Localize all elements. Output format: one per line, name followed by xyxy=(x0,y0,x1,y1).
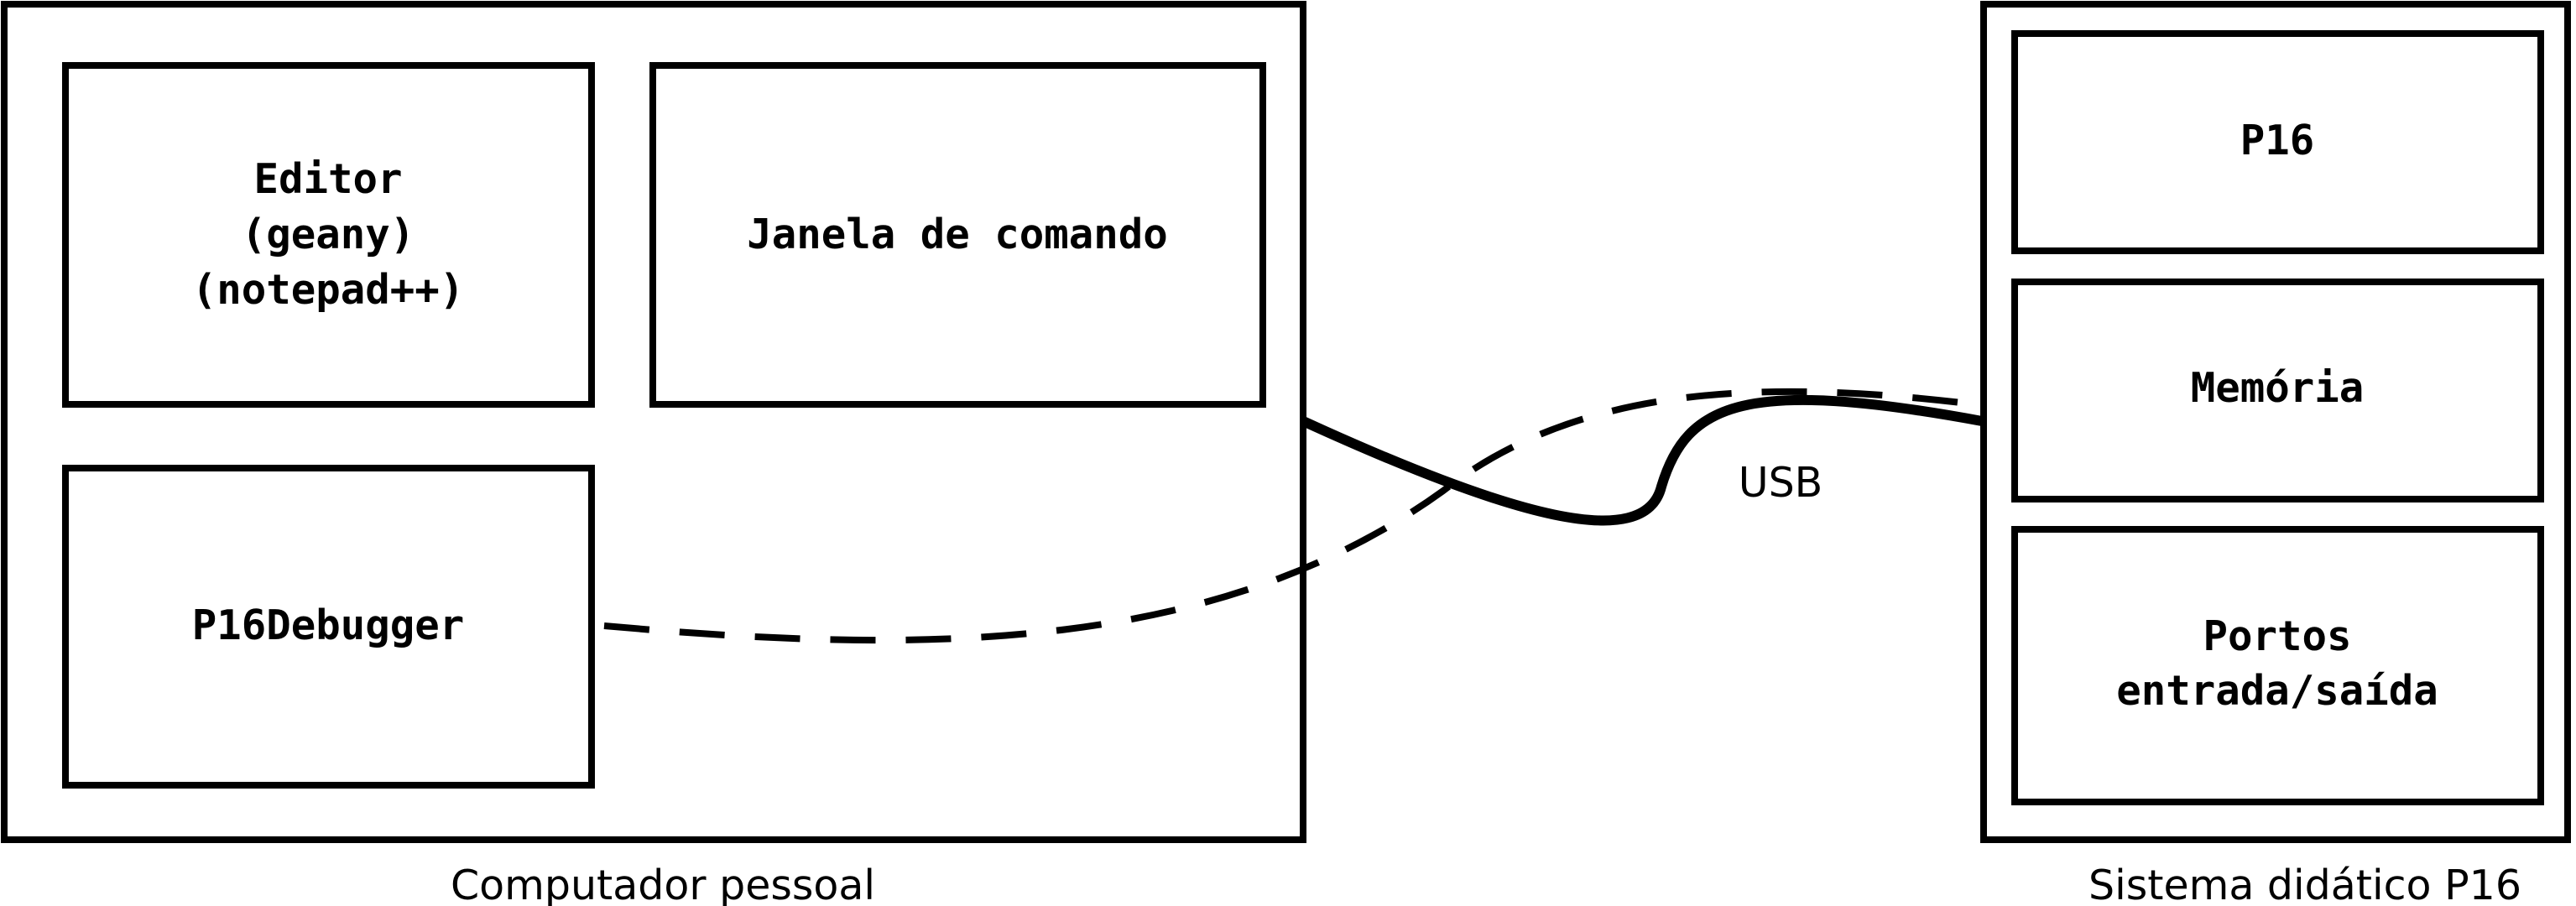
io-ports-label: Portos xyxy=(2203,612,2351,660)
editor-notepad-label: (notepad++) xyxy=(192,266,465,314)
memory-block: Memória xyxy=(2011,279,2544,502)
editor-geany-label: (geany) xyxy=(242,211,415,258)
usb-cable xyxy=(1301,394,1984,526)
memory-label: Memória xyxy=(2191,364,2365,412)
cpu-box xyxy=(2011,30,2544,254)
debugger-link-dashed-line xyxy=(603,388,1983,644)
io-ports-box xyxy=(2011,526,2544,805)
command-window-box xyxy=(649,62,1266,408)
debugger-label: P16Debugger xyxy=(192,601,465,649)
editor-label: Editor xyxy=(253,155,402,203)
editor-block: Editor (geany) (notepad++) xyxy=(62,62,595,408)
debugger-block: P16Debugger xyxy=(62,465,595,789)
editor-box xyxy=(62,62,595,408)
p16-system: P16 Memória Portos entrada/saída Sistema… xyxy=(1980,1,2571,906)
cpu-block: P16 xyxy=(2011,30,2544,254)
usb-label: USB xyxy=(1739,459,1823,507)
p16-system-frame xyxy=(1980,1,2571,843)
debugger-box xyxy=(62,465,595,789)
io-ports-sublabel: entrada/saída xyxy=(2116,667,2438,715)
command-window-label: Janela de comando xyxy=(747,211,1168,258)
cpu-label: P16 xyxy=(2240,117,2315,164)
personal-computer: Editor (geany) (notepad++) Janela de com… xyxy=(1,1,1306,906)
memory-box xyxy=(2011,279,2544,502)
personal-computer-caption: Computador pessoal xyxy=(451,862,875,906)
io-ports-block: Portos entrada/saída xyxy=(2011,526,2544,805)
command-window-block: Janela de comando xyxy=(649,62,1266,408)
p16-system-caption: Sistema didático P16 xyxy=(2088,862,2521,906)
